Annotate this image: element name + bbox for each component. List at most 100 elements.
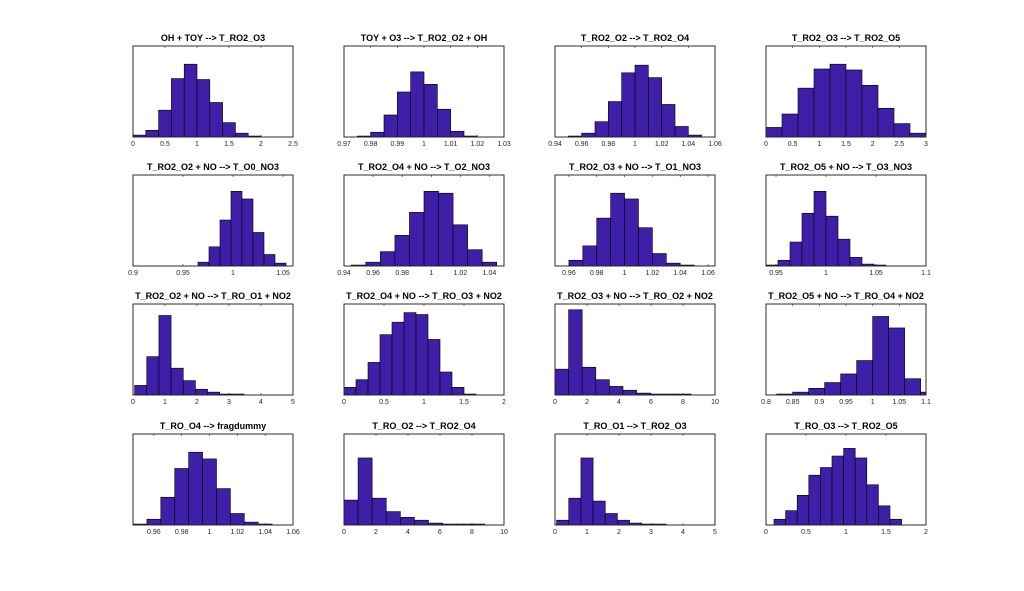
x-tick-label: 1.06 bbox=[708, 141, 722, 148]
histogram-bar bbox=[604, 513, 618, 525]
panel-title: T_RO_O4 --> fragdummy bbox=[160, 421, 266, 431]
x-tick-label: 0.9 bbox=[814, 399, 824, 406]
x-tick-label: 4 bbox=[259, 399, 263, 406]
histogram-bar bbox=[427, 339, 441, 395]
histogram-bar bbox=[423, 84, 438, 137]
x-tick-label: 0.94 bbox=[337, 270, 351, 277]
histogram-bar bbox=[216, 488, 231, 525]
histogram-panel: 0.8 0.85 0.9 0.95 1 1.05 1.1 T_RO2_O5 + NO --> … bbox=[761, 291, 931, 406]
histogram-bar bbox=[904, 378, 921, 395]
x-tick-label: 2 bbox=[924, 529, 928, 536]
x-tick-label: 1.05 bbox=[869, 270, 883, 277]
histogram-bar bbox=[470, 523, 486, 525]
histogram-bar bbox=[134, 385, 148, 395]
histogram-bar bbox=[400, 517, 415, 525]
x-tick-label: 0.98 bbox=[395, 270, 409, 277]
x-tick-label: 1 bbox=[585, 529, 589, 536]
histogram-bar bbox=[677, 393, 692, 395]
histogram-bar bbox=[415, 314, 429, 395]
histogram-bar bbox=[555, 368, 569, 395]
histogram-bar bbox=[785, 510, 798, 525]
histogram-bar bbox=[231, 393, 245, 395]
histogram-bar bbox=[909, 132, 926, 137]
x-tick-label: 6 bbox=[649, 399, 653, 406]
histogram-bar bbox=[840, 373, 857, 395]
x-tick-label: 1 bbox=[871, 399, 875, 406]
axes-outline bbox=[132, 433, 294, 526]
histogram-panel: 0 0.5 1 1.5 2 T_RO2_O4 + NO --> T_RO_O3 + NO2 bbox=[342, 291, 506, 406]
histogram-bar bbox=[556, 519, 570, 525]
histogram-panel: 0.96 0.98 1 1.02 1.04 1.06 T_RO_O4 --> fragdum… bbox=[132, 421, 300, 536]
histogram-bar bbox=[781, 113, 799, 137]
histogram-bar bbox=[391, 321, 405, 395]
panel-title: T_RO_O2 --> T_RO2_O4 bbox=[372, 421, 475, 431]
histogram-bar bbox=[397, 91, 411, 137]
histogram-panel: 0.9 0.95 1 1.05 T_RO2_O2 + NO --> T_O0_NO3 bbox=[128, 162, 294, 277]
axes-outline bbox=[132, 45, 294, 138]
x-tick-label: 2.5 bbox=[288, 141, 298, 148]
x-tick-label: 0.95 bbox=[839, 399, 853, 406]
x-tick-label: 1.04 bbox=[673, 270, 687, 277]
x-tick-label: 1.02 bbox=[471, 141, 485, 148]
x-tick-label: 1.06 bbox=[701, 270, 715, 277]
histogram-bar bbox=[582, 245, 598, 266]
x-tick-label: 1.04 bbox=[483, 270, 497, 277]
x-tick-label: 0.95 bbox=[769, 270, 783, 277]
x-tick-label: 10 bbox=[500, 529, 508, 536]
histogram-bar bbox=[813, 68, 831, 137]
bars-group bbox=[350, 190, 498, 266]
histogram-bar bbox=[595, 379, 610, 395]
histogram-bar bbox=[594, 121, 609, 137]
panel-title: T_RO_O3 --> T_RO2_O5 bbox=[794, 421, 897, 431]
x-tick-label: 1.1 bbox=[921, 399, 931, 406]
bars-group bbox=[344, 457, 486, 525]
x-tick-label: 0.8 bbox=[761, 399, 771, 406]
panel-title: OH + TOY --> T_RO2_O3 bbox=[161, 33, 265, 43]
x-tick-label: 0.5 bbox=[788, 141, 798, 148]
histogram-panel: 0.94 0.96 0.98 1 1.02 1.04 1.06 T_RO2_O2 --> T_… bbox=[548, 33, 722, 148]
histogram-panel: 0 0.5 1 1.5 2 T_RO_O3 --> T_RO2_O5 bbox=[764, 421, 928, 536]
histogram-bar bbox=[183, 63, 198, 137]
x-tick-label: 0.5 bbox=[160, 141, 170, 148]
histogram-bar bbox=[344, 387, 357, 395]
histogram-bar bbox=[344, 499, 359, 525]
histogram-bar bbox=[235, 132, 249, 137]
histogram-bar bbox=[568, 309, 583, 395]
histogram-bar bbox=[568, 259, 584, 266]
histogram-bar bbox=[451, 387, 465, 395]
histogram-bar bbox=[854, 457, 868, 525]
histogram-bar bbox=[609, 386, 624, 395]
x-tick-label: 1 bbox=[429, 270, 433, 277]
x-tick-label: 0.96 bbox=[562, 270, 576, 277]
bars-group bbox=[134, 315, 245, 395]
histogram-bar bbox=[241, 198, 254, 266]
x-tick-label: 5 bbox=[291, 399, 295, 406]
histogram-panel: 0 0.5 1 1.5 2 2.5 3 T_RO2_O3 --> T_RO2_O5 bbox=[764, 33, 928, 148]
histogram-bar bbox=[622, 389, 637, 395]
histogram-bar bbox=[355, 379, 369, 395]
histogram-bar bbox=[596, 217, 611, 266]
x-tick-label: 1 bbox=[422, 399, 426, 406]
x-tick-label: 1 bbox=[817, 141, 821, 148]
histogram-bar bbox=[766, 127, 783, 137]
x-tick-label: 1 bbox=[633, 141, 637, 148]
histogram-bar bbox=[414, 519, 429, 525]
panel-title: T_RO2_O2 + NO --> T_O0_NO3 bbox=[147, 162, 279, 172]
histogram-bar bbox=[196, 79, 211, 137]
x-tick-label: 2 bbox=[259, 141, 263, 148]
histogram-bar bbox=[274, 262, 287, 266]
axes-outline bbox=[343, 174, 505, 267]
histogram-bar bbox=[450, 130, 465, 137]
x-tick-label: 1 bbox=[824, 270, 828, 277]
histogram-bar bbox=[661, 104, 676, 137]
histogram-bar bbox=[888, 327, 905, 395]
x-tick-label: 1.02 bbox=[646, 270, 660, 277]
histogram-bar bbox=[197, 261, 210, 266]
x-tick-label: 0 bbox=[342, 529, 346, 536]
panel-title: T_RO_O1 --> T_RO2_O3 bbox=[583, 421, 686, 431]
x-tick-label: 0.96 bbox=[575, 141, 589, 148]
histogram-bar bbox=[634, 64, 649, 137]
histogram-bar bbox=[801, 213, 815, 266]
x-tick-label: 2 bbox=[374, 529, 378, 536]
bars-group bbox=[133, 451, 273, 525]
